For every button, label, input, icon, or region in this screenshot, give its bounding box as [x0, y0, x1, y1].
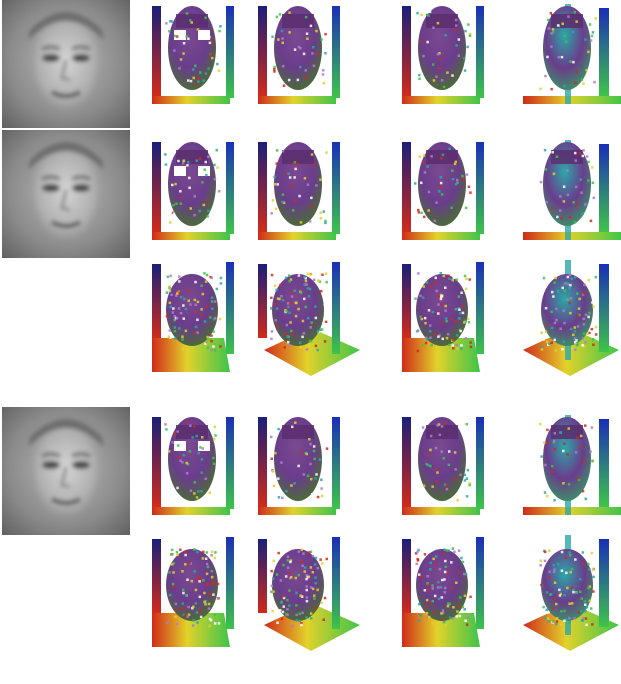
- voxel-graphic: [152, 262, 234, 372]
- voxel-graphic: [402, 537, 484, 647]
- voxel-render-r2-c3: [400, 138, 510, 258]
- voxel-graphic: [402, 417, 484, 515]
- voxel-render-r5-c2: [256, 533, 366, 653]
- voxel-render-r1-c4: [515, 2, 621, 122]
- voxel-graphic: [258, 142, 340, 240]
- voxel-graphic: [523, 415, 621, 515]
- voxel-render-r5-c1: [150, 533, 260, 653]
- voxel-graphic: [523, 140, 621, 240]
- voxel-render-r4-c3: [400, 413, 510, 533]
- face-graphic: [2, 0, 130, 128]
- voxel-render-r1-c2: [256, 2, 366, 122]
- voxel-render-r3-c1: [150, 258, 260, 378]
- voxel-render-r4-c4: [515, 413, 621, 533]
- voxel-graphic: [152, 142, 234, 240]
- face-image-row-2: [2, 130, 130, 258]
- voxel-graphic: [402, 6, 484, 104]
- voxel-render-r2-c4: [515, 138, 621, 258]
- face-graphic: [2, 407, 130, 535]
- face-image-row-4: [2, 407, 130, 535]
- voxel-render-r3-c3: [400, 258, 510, 378]
- face-image-row-1: [2, 0, 130, 128]
- voxel-graphic: [523, 4, 621, 104]
- voxel-graphic: [258, 417, 340, 515]
- voxel-graphic: [152, 537, 234, 647]
- voxel-graphic: [402, 262, 484, 372]
- voxel-render-r5-c4: [515, 533, 621, 653]
- voxel-graphic: [258, 6, 340, 104]
- voxel-graphic: [152, 6, 234, 104]
- voxel-graphic: [523, 535, 619, 651]
- voxel-render-r5-c3: [400, 533, 510, 653]
- voxel-render-r4-c2: [256, 413, 366, 533]
- voxel-render-r2-c2: [256, 138, 366, 258]
- voxel-render-r3-c4: [515, 258, 621, 378]
- voxel-graphic: [152, 417, 234, 515]
- voxel-render-r2-c1: [150, 138, 260, 258]
- voxel-graphic: [258, 262, 360, 376]
- voxel-graphic: [523, 260, 619, 376]
- voxel-render-r1-c3: [400, 2, 510, 122]
- face-graphic: [2, 130, 130, 258]
- voxel-graphic: [402, 142, 484, 240]
- voxel-render-r4-c1: [150, 413, 260, 533]
- voxel-graphic: [258, 537, 360, 651]
- voxel-render-r3-c2: [256, 258, 366, 378]
- voxel-render-r1-c1: [150, 2, 260, 122]
